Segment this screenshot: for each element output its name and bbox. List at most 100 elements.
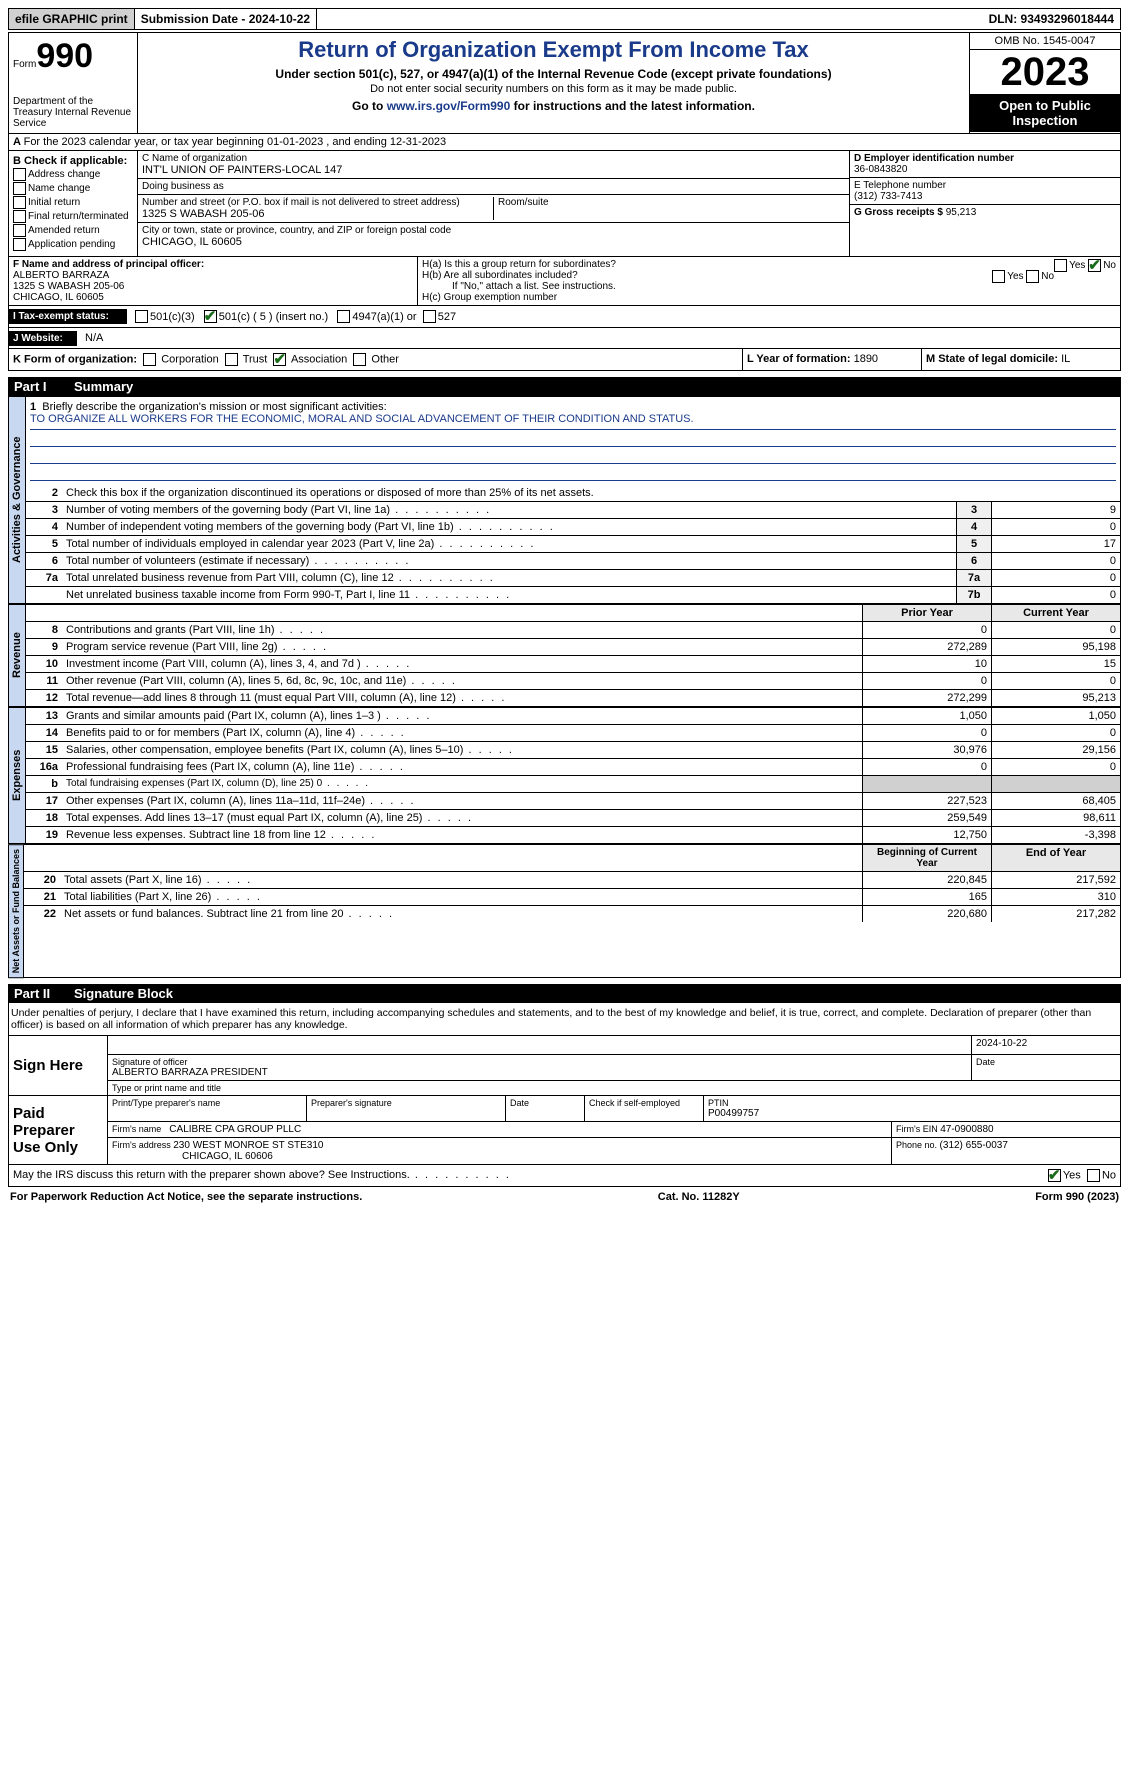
revenue-section: Revenue Prior Year Current Year 8Contrib…: [8, 604, 1121, 707]
org-name: INT'L UNION OF PAINTERS-LOCAL 147: [142, 164, 845, 176]
paid-preparer-label: Paid Preparer Use Only: [9, 1096, 108, 1164]
ssn-warning: Do not enter social security numbers on …: [142, 83, 965, 95]
chk-501c[interactable]: [204, 310, 217, 323]
signature-block: Sign Here 2024-10-22 Signature of office…: [8, 1036, 1121, 1165]
chk-initial-return[interactable]: Initial return: [13, 196, 133, 209]
page-footer: For Paperwork Reduction Act Notice, see …: [8, 1187, 1121, 1207]
goto-line: Go to www.irs.gov/Form990 for instructio…: [142, 99, 965, 113]
firm-name: CALIBRE CPA GROUP PLLC: [169, 1124, 301, 1135]
chk-4947[interactable]: [337, 310, 350, 323]
data-row: 17Other expenses (Part IX, column (A), l…: [26, 793, 1120, 810]
line-a-tax-year: A For the 2023 calendar year, or tax yea…: [8, 134, 1121, 151]
data-row: 11Other revenue (Part VIII, column (A), …: [26, 673, 1120, 690]
submission-date: Submission Date - 2024-10-22: [135, 9, 317, 29]
gov-row: 7aTotal unrelated business revenue from …: [26, 570, 1120, 587]
ptin: P00499757: [708, 1108, 1116, 1119]
data-row: 19Revenue less expenses. Subtract line 1…: [26, 827, 1120, 843]
data-row: 13Grants and similar amounts paid (Part …: [26, 708, 1120, 725]
mission-block: 1 Briefly describe the organization's mi…: [26, 397, 1120, 485]
open-public-badge: Open to Public Inspection: [970, 94, 1120, 132]
netassets-section: Net Assets or Fund Balances Beginning of…: [8, 844, 1121, 978]
omb-number: OMB No. 1545-0047: [970, 33, 1120, 50]
gov-row: 6Total number of volunteers (estimate if…: [26, 553, 1120, 570]
efile-print-button[interactable]: efile GRAPHIC print: [9, 9, 135, 29]
chk-amended-return[interactable]: Amended return: [13, 224, 133, 237]
chk-application-pending[interactable]: Application pending: [13, 238, 133, 251]
box-c: C Name of organization INT'L UNION OF PA…: [138, 151, 849, 256]
gov-row: 4Number of independent voting members of…: [26, 519, 1120, 536]
firm-phone: (312) 655-0037: [940, 1140, 1008, 1151]
gross-receipts: 95,213: [946, 207, 977, 218]
penalties-statement: Under penalties of perjury, I declare th…: [8, 1003, 1121, 1036]
officer-name: ALBERTO BARRAZA: [13, 270, 413, 281]
gov-row: Net unrelated business taxable income fr…: [26, 587, 1120, 603]
dept-treasury: Department of the Treasury Internal Reve…: [13, 96, 133, 129]
sign-here-label: Sign Here: [9, 1036, 108, 1095]
data-row: 21Total liabilities (Part X, line 26)165…: [24, 889, 1120, 906]
expenses-section: Expenses 13Grants and similar amounts pa…: [8, 707, 1121, 844]
chk-trust[interactable]: [225, 353, 238, 366]
website-value: N/A: [85, 332, 103, 344]
vtab-governance: Activities & Governance: [8, 396, 26, 604]
box-deg: D Employer identification number 36-0843…: [849, 151, 1120, 256]
mission-text: TO ORGANIZE ALL WORKERS FOR THE ECONOMIC…: [30, 413, 1116, 430]
chk-association[interactable]: [273, 353, 286, 366]
part1-header: Part ISummary: [8, 377, 1121, 396]
data-row: 14Benefits paid to or for members (Part …: [26, 725, 1120, 742]
firm-ein: 47-0900880: [940, 1124, 993, 1135]
line-i-status: I Tax-exempt status: 501(c)(3) 501(c) ( …: [8, 306, 1121, 328]
form-label: Form: [13, 59, 36, 70]
data-row: 18Total expenses. Add lines 13–17 (must …: [26, 810, 1120, 827]
year-formation: 1890: [854, 353, 878, 365]
data-row: 20Total assets (Part X, line 16)220,8452…: [24, 872, 1120, 889]
form-header: Form990 Department of the Treasury Inter…: [8, 32, 1121, 134]
data-row: 9Program service revenue (Part VIII, lin…: [26, 639, 1120, 656]
data-row: 8Contributions and grants (Part VIII, li…: [26, 622, 1120, 639]
identity-block: B Check if applicable: Address change Na…: [8, 151, 1121, 257]
box-h: H(a) Is this a group return for subordin…: [418, 257, 1120, 305]
chk-corporation[interactable]: [143, 353, 156, 366]
gov-row: 3Number of voting members of the governi…: [26, 502, 1120, 519]
data-row: bTotal fundraising expenses (Part IX, co…: [26, 776, 1120, 793]
line-klm: K Form of organization: Corporation Trus…: [8, 349, 1121, 371]
vtab-revenue: Revenue: [8, 604, 26, 707]
city-state-zip: CHICAGO, IL 60605: [142, 236, 845, 248]
data-row: 16aProfessional fundraising fees (Part I…: [26, 759, 1120, 776]
ein: 36-0843820: [854, 164, 1116, 175]
state-domicile: IL: [1061, 353, 1070, 365]
chk-address-change[interactable]: Address change: [13, 168, 133, 181]
data-row: 12Total revenue—add lines 8 through 11 (…: [26, 690, 1120, 706]
top-bar: efile GRAPHIC print Submission Date - 20…: [8, 8, 1121, 30]
tax-year: 2023: [970, 50, 1120, 94]
data-row: 15Salaries, other compensation, employee…: [26, 742, 1120, 759]
may-discuss-row: May the IRS discuss this return with the…: [8, 1165, 1121, 1187]
form-title: Return of Organization Exempt From Incom…: [142, 37, 965, 63]
data-row: 22Net assets or fund balances. Subtract …: [24, 906, 1120, 922]
form-subtitle: Under section 501(c), 527, or 4947(a)(1)…: [142, 67, 965, 81]
dln: DLN: 93493296018444: [983, 9, 1120, 29]
netassets-header-row: Beginning of Current Year End of Year: [24, 845, 1120, 872]
box-b: B Check if applicable: Address change Na…: [9, 151, 138, 256]
chk-501c3[interactable]: [135, 310, 148, 323]
box-f: F Name and address of principal officer:…: [9, 257, 418, 305]
chk-name-change[interactable]: Name change: [13, 182, 133, 195]
part2-header: Part IISignature Block: [8, 984, 1121, 1003]
form-number: 990: [36, 37, 93, 75]
chk-final-return[interactable]: Final return/terminated: [13, 210, 133, 223]
officer-signature: ALBERTO BARRAZA PRESIDENT: [112, 1067, 967, 1078]
fh-block: F Name and address of principal officer:…: [8, 257, 1121, 306]
telephone: (312) 733-7413: [854, 191, 1116, 202]
chk-527[interactable]: [423, 310, 436, 323]
data-row: 10Investment income (Part VIII, column (…: [26, 656, 1120, 673]
revenue-header-row: Prior Year Current Year: [26, 605, 1120, 622]
irs-link[interactable]: www.irs.gov/Form990: [387, 99, 511, 113]
governance-section: Activities & Governance 1 Briefly descri…: [8, 396, 1121, 604]
gov-row: 5Total number of individuals employed in…: [26, 536, 1120, 553]
street-address: 1325 S WABASH 205-06: [142, 208, 489, 220]
vtab-netassets: Net Assets or Fund Balances: [8, 844, 24, 978]
chk-other[interactable]: [353, 353, 366, 366]
chk-may-no[interactable]: [1087, 1169, 1100, 1182]
chk-may-yes[interactable]: [1048, 1169, 1061, 1182]
line-j-website: J Website: N/A: [8, 328, 1121, 349]
vtab-expenses: Expenses: [8, 707, 26, 844]
